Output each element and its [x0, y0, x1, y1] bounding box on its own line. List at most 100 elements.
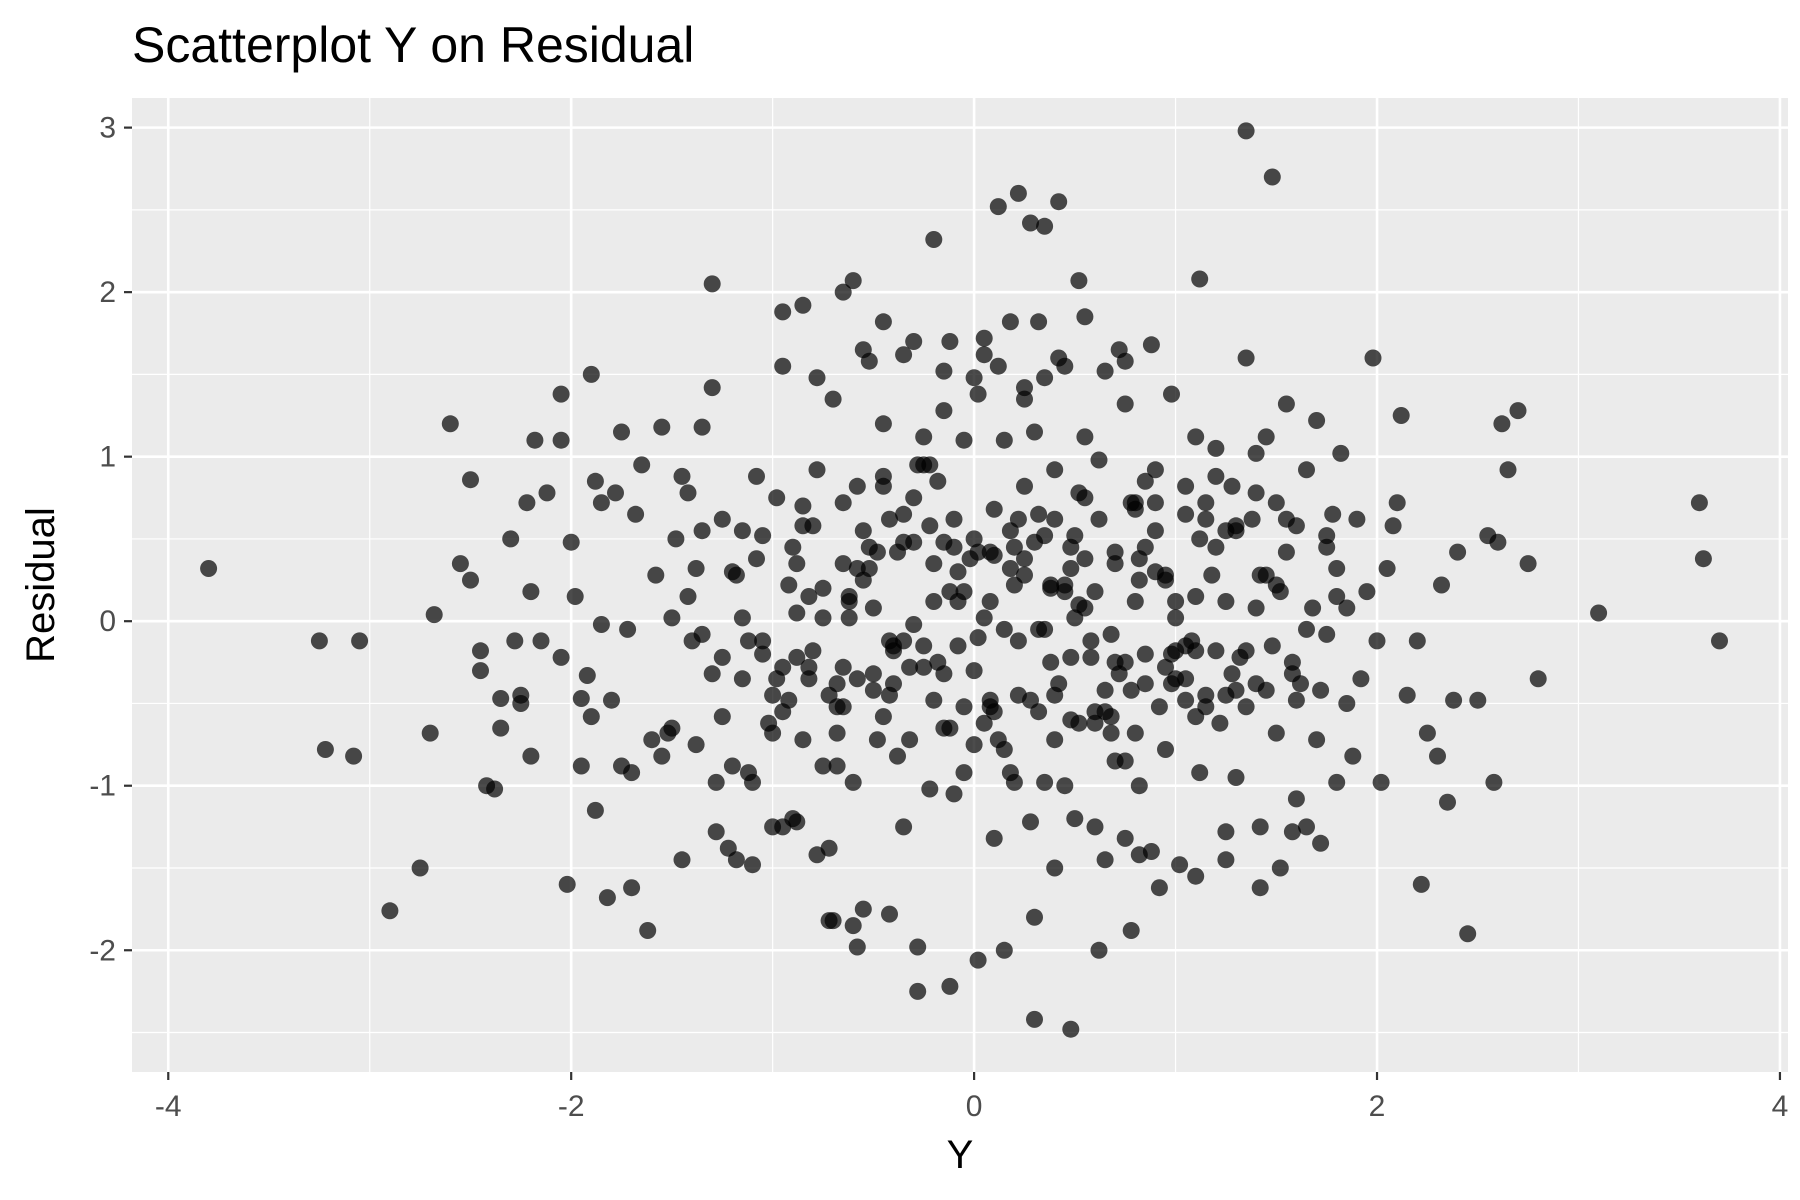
data-point	[1096, 362, 1114, 380]
data-point	[754, 645, 772, 663]
data-point	[425, 606, 443, 624]
data-point	[1433, 576, 1450, 594]
data-point	[1163, 675, 1180, 693]
data-point	[1499, 461, 1517, 479]
data-point	[909, 982, 927, 1000]
x-tick-label: 4	[1772, 1090, 1789, 1123]
x-tick-label: 0	[966, 1090, 983, 1123]
data-point	[1036, 620, 1054, 638]
data-point	[1211, 714, 1229, 732]
data-point	[1116, 829, 1134, 847]
x-tick-label: 2	[1369, 1090, 1386, 1123]
data-point	[1056, 777, 1074, 795]
data-point	[828, 757, 846, 775]
data-point	[840, 593, 858, 610]
major-gridlines	[132, 98, 1788, 1072]
data-point	[969, 385, 987, 403]
data-point	[1005, 576, 1023, 594]
data-point	[1046, 510, 1064, 528]
data-point	[1070, 272, 1088, 290]
data-point	[1429, 747, 1446, 765]
data-point	[989, 357, 1007, 375]
data-point	[1001, 560, 1019, 577]
data-point	[1030, 703, 1048, 721]
data-point	[995, 431, 1013, 449]
data-point	[1271, 859, 1289, 877]
data-point	[1318, 527, 1336, 545]
data-point	[1187, 428, 1205, 446]
data-point	[1368, 632, 1386, 650]
data-point	[1157, 571, 1174, 589]
data-point	[1070, 484, 1088, 502]
data-point	[1439, 793, 1456, 811]
data-point	[828, 675, 846, 693]
data-point	[895, 632, 913, 650]
data-point	[1090, 510, 1108, 528]
data-point	[965, 530, 983, 548]
data-point	[975, 329, 993, 347]
data-point	[905, 489, 923, 507]
data-point	[1191, 530, 1209, 548]
data-point	[1001, 764, 1019, 782]
data-point	[351, 632, 369, 650]
data-point	[814, 609, 832, 627]
data-point	[1509, 402, 1527, 420]
data-point	[623, 879, 641, 897]
data-point	[881, 905, 898, 923]
data-point	[723, 757, 741, 775]
data-point	[955, 431, 973, 449]
data-point	[1392, 407, 1410, 424]
data-point	[1251, 818, 1269, 836]
data-point	[1177, 670, 1195, 688]
data-point	[834, 555, 852, 573]
data-point	[1066, 527, 1084, 545]
data-point	[1042, 576, 1060, 594]
data-point	[824, 390, 842, 408]
data-point	[905, 333, 923, 350]
data-point	[673, 851, 691, 869]
data-point	[969, 543, 987, 561]
data-point	[1267, 724, 1285, 742]
data-point	[582, 365, 600, 383]
data-point	[572, 690, 590, 707]
data-point	[764, 724, 782, 742]
data-point	[627, 505, 645, 523]
data-point	[768, 489, 786, 507]
data-point	[794, 497, 812, 515]
data-point	[472, 662, 489, 680]
data-point	[381, 902, 399, 920]
data-point	[693, 418, 711, 436]
data-point	[1009, 632, 1027, 650]
data-point	[935, 362, 953, 380]
data-point	[901, 731, 919, 749]
data-point	[965, 662, 983, 680]
data-point	[1167, 609, 1185, 627]
data-point	[868, 731, 886, 749]
data-point	[1026, 533, 1043, 551]
data-point	[1022, 214, 1039, 232]
y-tick-label: 0	[99, 605, 116, 638]
data-point	[1046, 859, 1064, 877]
data-point	[874, 467, 892, 485]
data-point	[486, 780, 504, 798]
data-point	[1050, 193, 1068, 211]
data-point	[1217, 851, 1235, 869]
data-point	[1338, 695, 1356, 712]
data-point	[1076, 308, 1094, 326]
data-point	[844, 272, 862, 290]
data-point	[1247, 599, 1265, 617]
data-point	[526, 431, 544, 449]
data-point	[1030, 313, 1048, 331]
data-point	[895, 505, 913, 523]
data-point	[1243, 510, 1261, 528]
data-point	[1277, 510, 1295, 528]
data-point	[578, 667, 596, 684]
data-point	[522, 747, 540, 765]
data-point	[854, 900, 872, 918]
data-point	[915, 428, 933, 446]
data-point	[316, 741, 334, 758]
data-point	[492, 690, 510, 707]
data-point	[1364, 349, 1382, 367]
data-point	[663, 719, 681, 737]
data-point	[1026, 423, 1043, 441]
